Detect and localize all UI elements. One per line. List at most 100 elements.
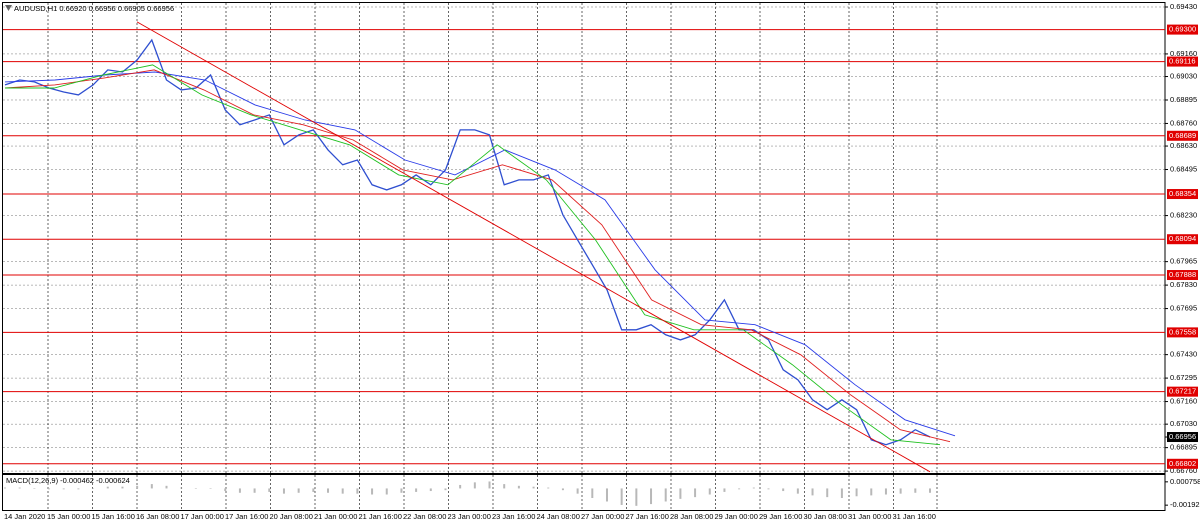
- level-label-box: [1167, 458, 1198, 469]
- macd-bar: [488, 481, 491, 489]
- level-label-box: [1167, 327, 1198, 338]
- macd-bar: [459, 484, 462, 489]
- x-tick-label: 20 Jan 08:00: [270, 512, 313, 521]
- x-tick-label: 27 Jan 00:00: [581, 512, 624, 521]
- y-tick-label: 0.69160: [1170, 49, 1197, 58]
- moving-average: [4, 69, 951, 443]
- y-tick-label: 0.67160: [1170, 397, 1197, 406]
- macd-bar: [209, 488, 212, 489]
- moving-average: [5, 64, 941, 446]
- macd-bar: [136, 485, 139, 489]
- level-label-box: [1167, 189, 1198, 200]
- macd-bar: [473, 482, 476, 489]
- macd-bar: [620, 488, 623, 505]
- y-tick-label: 0.67030: [1170, 419, 1197, 428]
- macd-title: MACD(12,26,9) -0.000462 -0.000624: [6, 476, 130, 485]
- plot-frame: [2, 2, 1166, 511]
- y-tick-label: 0.67695: [1170, 304, 1197, 313]
- x-tick-label: 29 Jan 00:00: [715, 512, 758, 521]
- chart-title: AUDUSD,H1 0.66920 0.66956 0.66905 0.6695…: [14, 4, 174, 13]
- macd-bar: [723, 488, 726, 492]
- x-tick-label: 31 Jan 00:00: [848, 512, 891, 521]
- x-tick-label: 21 Jan 16:00: [359, 512, 402, 521]
- macd-bar: [297, 488, 300, 493]
- x-tick-label: 29 Jan 16:00: [759, 512, 802, 521]
- macd-bar: [356, 488, 359, 494]
- x-tick-label: 17 Jan 00:00: [181, 512, 224, 521]
- x-tick-label: 28 Jan 08:00: [670, 512, 713, 521]
- macd-bar: [929, 488, 931, 493]
- level-label: 0.69300: [1169, 25, 1196, 34]
- macd-bar: [62, 488, 65, 490]
- y-tick-label: 0.68760: [1170, 118, 1197, 127]
- macd-bar: [826, 488, 829, 498]
- x-tick-label: 15 Jan 16:00: [92, 512, 135, 521]
- x-tick-label: 23 Jan 00:00: [448, 512, 491, 521]
- macd-bar: [561, 488, 564, 491]
- level-label-box: [1167, 386, 1198, 397]
- x-tick-label: 27 Jan 16:00: [626, 512, 669, 521]
- macd-bar: [899, 488, 902, 494]
- macd-bar: [591, 488, 594, 498]
- y-tick-label: 0.000758: [1170, 477, 1200, 486]
- x-tick-label: 15 Jan 00:00: [47, 512, 90, 521]
- x-tick-label: 24 Jan 08:00: [537, 512, 580, 521]
- macd-bar: [796, 488, 799, 494]
- macd-bar: [150, 484, 153, 489]
- x-tick-label: 31 Jan 16:00: [893, 512, 936, 521]
- y-tick-label: 0.66760: [1170, 466, 1197, 475]
- trend-line: [136, 21, 931, 473]
- macd-bar: [650, 488, 653, 505]
- macd-bar: [327, 488, 330, 493]
- symbol-icon: [5, 5, 12, 11]
- macd-bar: [517, 485, 520, 489]
- macd-bar: [180, 487, 183, 489]
- macd-bar: [106, 486, 109, 489]
- current-price-label: 0.66956: [1169, 432, 1196, 441]
- macd-bar: [385, 488, 388, 495]
- y-tick-label: 0.68230: [1170, 211, 1197, 220]
- macd-bar: [18, 487, 21, 489]
- macd-bar: [268, 488, 271, 492]
- current-price-box: [1167, 432, 1198, 443]
- macd-bar: [870, 488, 873, 496]
- x-tick-label: 22 Jan 08:00: [403, 512, 446, 521]
- y-tick-label: 0.68895: [1170, 95, 1197, 104]
- macd-bar: [253, 488, 256, 493]
- macd-bar: [782, 488, 785, 492]
- x-tick-label: 21 Jan 00:00: [314, 512, 357, 521]
- macd-bar: [532, 486, 535, 489]
- macd-bar: [312, 488, 315, 492]
- macd-bar: [914, 488, 917, 493]
- macd-bar: [371, 488, 374, 495]
- macd-bar: [576, 488, 579, 494]
- macd-bar: [547, 487, 550, 489]
- y-tick-label: 0.69430: [1170, 2, 1197, 11]
- macd-bar: [415, 488, 418, 492]
- macd-bar: [92, 488, 95, 489]
- macd-bar: [341, 488, 344, 494]
- macd-bar: [77, 488, 80, 490]
- macd-bar: [694, 488, 697, 498]
- y-tick-label: 0.67965: [1170, 257, 1197, 266]
- y-tick-label: 0.66895: [1170, 443, 1197, 452]
- level-label: 0.69116: [1169, 57, 1196, 66]
- level-label: 0.68354: [1169, 189, 1196, 198]
- macd-bar: [884, 488, 887, 495]
- x-tick-label: 14 Jan 2020: [4, 512, 45, 521]
- level-label-box: [1167, 234, 1198, 245]
- macd-bar: [752, 487, 755, 489]
- x-tick-label: 17 Jan 16:00: [225, 512, 268, 521]
- macd-bar: [840, 488, 843, 498]
- macd-bar: [679, 488, 682, 499]
- macd-bar: [503, 484, 506, 489]
- macd-bar: [605, 488, 608, 502]
- macd-bar: [4, 487, 6, 489]
- y-tick-label: 0.69030: [1170, 72, 1197, 81]
- macd-bar: [165, 485, 168, 489]
- macd-bar: [121, 486, 124, 489]
- macd-bar: [811, 488, 814, 496]
- macd-bar: [738, 488, 741, 490]
- price-line: [4, 38, 931, 446]
